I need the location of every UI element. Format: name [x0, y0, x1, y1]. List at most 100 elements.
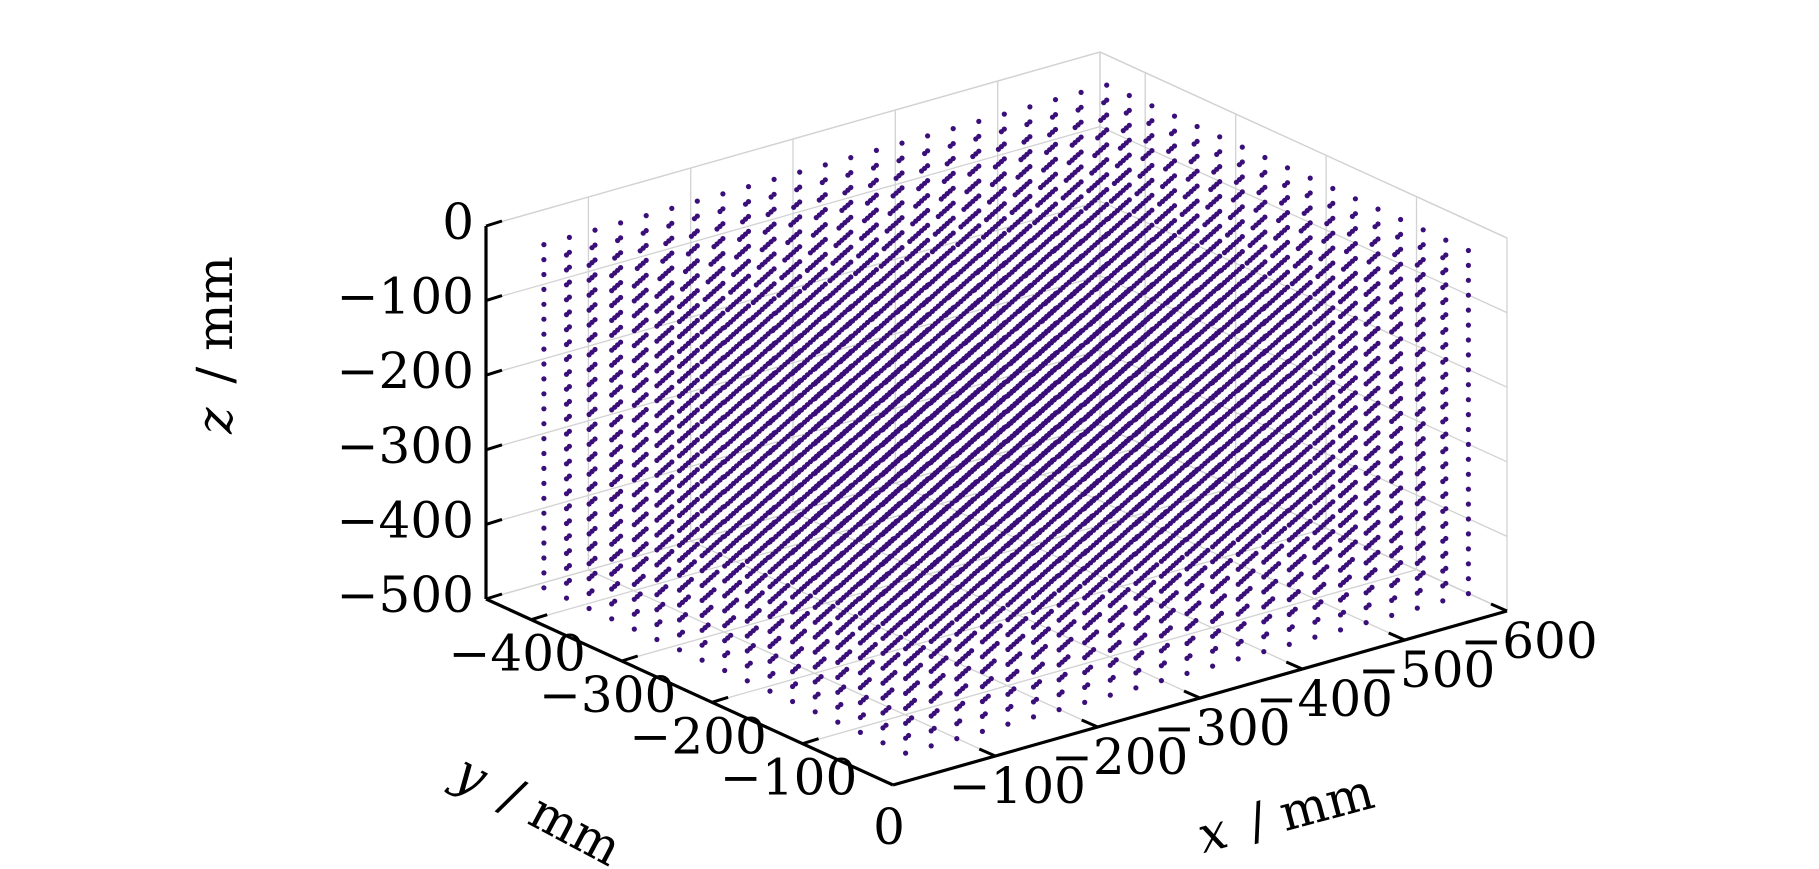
data-point: [745, 333, 752, 339]
data-point: [991, 658, 997, 664]
data-point: [669, 519, 675, 525]
data-point: [592, 540, 598, 547]
data-point: [720, 191, 726, 197]
data-point: [618, 518, 624, 524]
data-point: [592, 287, 598, 293]
data-point: [541, 495, 547, 501]
data-point: [890, 536, 896, 542]
data-point: [744, 678, 750, 684]
data-point: [720, 221, 726, 227]
data-point: [541, 331, 547, 337]
data-point: [643, 392, 649, 398]
data-point: [1161, 660, 1167, 666]
data-point: [541, 391, 547, 397]
data-point: [720, 504, 726, 510]
data-point: [589, 588, 595, 594]
data-point: [717, 552, 723, 558]
data-point: [771, 296, 777, 302]
data-point: [660, 601, 666, 607]
data-point: [907, 581, 913, 588]
data-point: [822, 371, 828, 377]
data-point: [711, 587, 717, 593]
data-point: [946, 637, 952, 644]
data-point: [745, 273, 752, 279]
data-point: [541, 480, 547, 486]
data-point: [566, 503, 573, 509]
data-point: [1011, 686, 1017, 692]
box-edge-back-floor-x: [485, 424, 1101, 600]
data-point: [1210, 663, 1216, 669]
data-point: [822, 415, 828, 422]
data-point: [909, 715, 915, 721]
data-point: [566, 473, 573, 479]
data-point: [682, 612, 689, 618]
data-point: [798, 646, 805, 652]
data-point: [705, 622, 711, 628]
data-point: [931, 725, 937, 731]
data-point: [822, 177, 828, 183]
data-point: [1091, 647, 1097, 653]
data-point: [745, 199, 752, 205]
data-point: [794, 530, 800, 536]
data-point: [1056, 707, 1062, 713]
data-point: [771, 326, 777, 332]
data-point: [1085, 682, 1091, 688]
data-point: [830, 603, 836, 609]
data-point: [797, 482, 803, 489]
gridline-yz-z: [1099, 200, 1508, 388]
data-point: [1003, 588, 1009, 594]
data-point: [669, 340, 675, 346]
data-point: [720, 415, 726, 421]
data-point: [1136, 667, 1142, 673]
data-point: [694, 496, 700, 503]
data-point: [1187, 653, 1193, 659]
data-point: [966, 665, 972, 671]
data-point: [857, 729, 864, 736]
data-point: [750, 643, 756, 649]
data-point: [592, 570, 598, 576]
data-point: [759, 590, 765, 596]
data-point: [592, 302, 598, 308]
data-point: [797, 497, 803, 503]
data-point: [745, 437, 752, 443]
data-point: [863, 694, 869, 700]
data-point: [694, 258, 700, 264]
data-point: [1026, 598, 1032, 604]
data-point: [797, 199, 803, 205]
data-point: [566, 428, 573, 434]
data-point: [771, 445, 777, 451]
data-point: [631, 626, 637, 632]
data-point: [618, 429, 624, 435]
data-point: [541, 316, 547, 322]
data-point: [771, 400, 777, 406]
data-point: [541, 585, 547, 591]
data-point: [920, 645, 927, 651]
data-point: [637, 591, 643, 597]
gridline-xz-z: [485, 349, 1101, 526]
data-point: [745, 422, 752, 428]
data-point: [566, 458, 573, 464]
data-point: [541, 406, 547, 412]
data-point: [643, 377, 649, 383]
data-point: [1017, 651, 1023, 657]
data-point: [884, 571, 890, 577]
data-point: [1036, 679, 1043, 685]
data-point: [911, 697, 918, 704]
data-point: [669, 489, 675, 495]
data-point: [822, 401, 828, 407]
data-point: [720, 519, 726, 525]
data-point: [813, 558, 819, 564]
data-point: [745, 348, 752, 354]
gridline-xy-y: [531, 445, 1146, 621]
data-point: [618, 324, 624, 330]
data-point: [836, 568, 842, 574]
data-point: [720, 534, 726, 540]
data-point: [1116, 639, 1122, 646]
data-point: [797, 244, 803, 250]
data-point: [541, 376, 547, 382]
data-point: [875, 624, 881, 630]
data-point: [592, 496, 598, 502]
data-point: [917, 662, 924, 668]
data-point: [860, 712, 867, 718]
data-point: [694, 332, 700, 338]
